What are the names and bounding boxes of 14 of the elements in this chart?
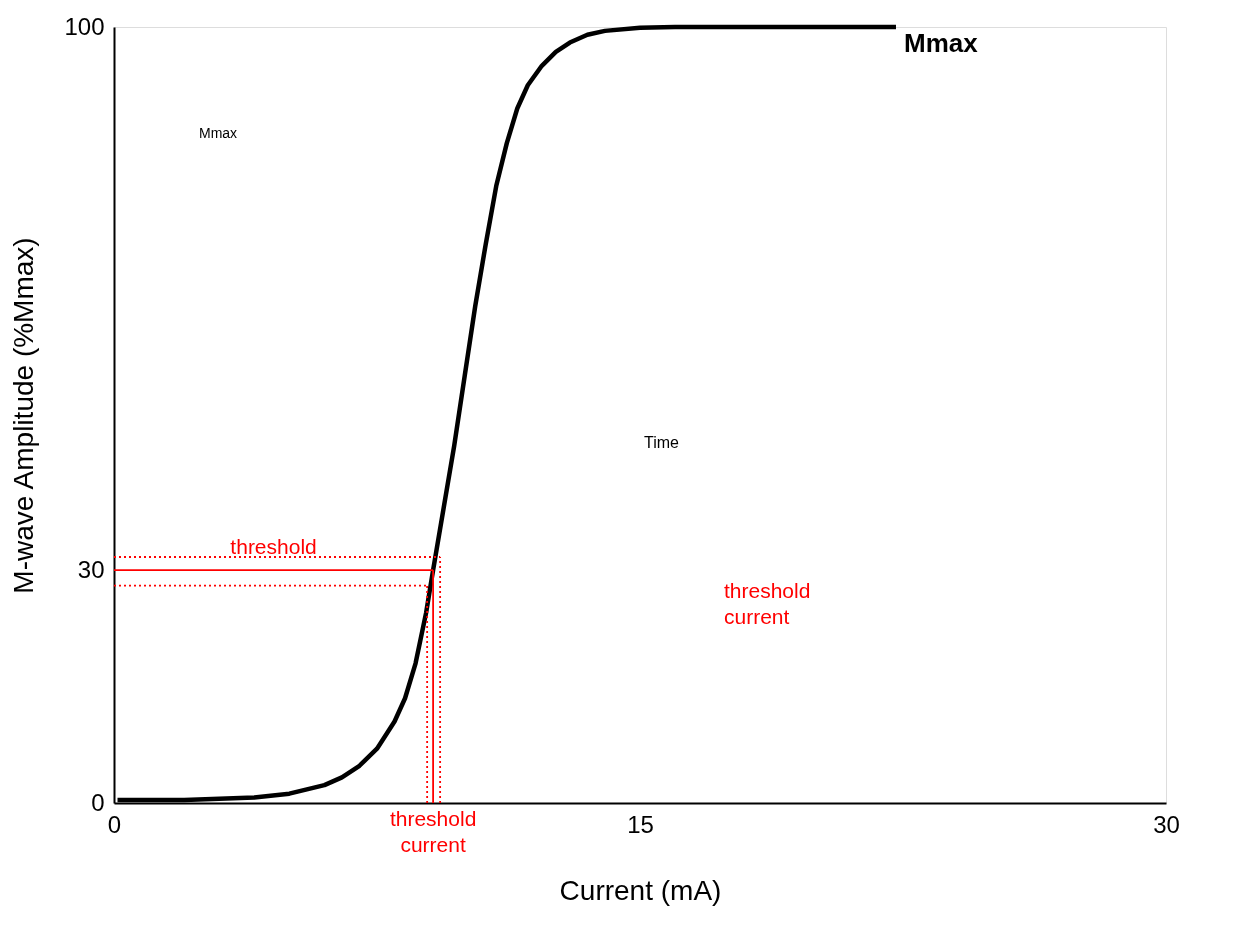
annotation: threshold current (724, 579, 811, 629)
x-axis-title: Current (mA) (559, 874, 722, 906)
y-tick-label: 30 (77, 555, 105, 583)
annotation: Mmax (904, 27, 979, 58)
x-tick-label: 0 (107, 810, 122, 838)
series-label: threshold (230, 535, 317, 559)
annotation: Time (644, 434, 680, 452)
series-label: threshold current (389, 807, 477, 856)
x-tick-label: 30 (1153, 810, 1180, 838)
annotation: Mmax (199, 125, 238, 142)
x-tick-label: 15 (627, 810, 654, 838)
y-axis-title: M-wave Amplitude (%Mmax) (8, 237, 40, 594)
y-tick-label: 100 (64, 12, 105, 40)
y-tick-label: 0 (91, 788, 105, 816)
